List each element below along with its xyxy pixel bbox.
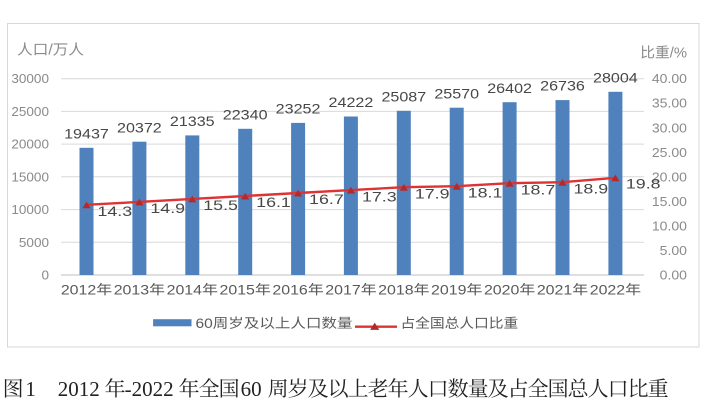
svg-text:16.7: 16.7: [309, 193, 344, 208]
svg-text:1: 1: [25, 377, 36, 401]
svg-text:/%: /%: [670, 46, 687, 62]
svg-text:35.00: 35.00: [652, 96, 687, 110]
svg-text:2022: 2022: [590, 283, 625, 298]
svg-text:2012: 2012: [61, 283, 96, 298]
svg-text:2012: 2012: [58, 377, 100, 401]
svg-text:2021: 2021: [537, 283, 572, 298]
svg-text:2018: 2018: [378, 283, 413, 298]
svg-text:5000: 5000: [19, 235, 49, 250]
svg-text:16.1: 16.1: [256, 196, 291, 211]
svg-text:19437: 19437: [64, 126, 109, 142]
svg-text:21335: 21335: [170, 114, 215, 130]
svg-text:18.1: 18.1: [468, 186, 503, 201]
svg-text:10.00: 10.00: [652, 219, 687, 233]
svg-text:2019: 2019: [431, 283, 466, 298]
svg-text:60: 60: [196, 317, 213, 332]
svg-text:18.7: 18.7: [521, 183, 556, 198]
svg-text:5.00: 5.00: [660, 243, 687, 257]
svg-text:0.00: 0.00: [660, 268, 687, 282]
svg-text:40.00: 40.00: [652, 72, 687, 86]
svg-text:14.3: 14.3: [98, 205, 133, 220]
svg-text:2015: 2015: [219, 283, 254, 298]
svg-text:15.00: 15.00: [652, 194, 687, 208]
svg-text:20.00: 20.00: [652, 170, 687, 184]
svg-text:26402: 26402: [487, 81, 532, 97]
svg-text:-2022: -2022: [125, 377, 174, 401]
svg-text:25570: 25570: [434, 86, 479, 102]
svg-text:10000: 10000: [11, 202, 49, 217]
svg-text:23252: 23252: [276, 101, 321, 117]
svg-text:20000: 20000: [11, 137, 49, 152]
svg-text:17.9: 17.9: [415, 187, 450, 202]
svg-text:15.5: 15.5: [203, 199, 238, 214]
svg-text:30000: 30000: [11, 71, 49, 86]
svg-text:14.9: 14.9: [150, 202, 185, 217]
svg-text:28004: 28004: [593, 70, 638, 86]
svg-text:25.00: 25.00: [652, 145, 687, 159]
svg-text:22340: 22340: [223, 107, 268, 123]
svg-text:25087: 25087: [381, 89, 426, 105]
svg-text:15000: 15000: [11, 170, 49, 185]
svg-text:2016: 2016: [272, 283, 307, 298]
svg-text:/: /: [48, 42, 53, 58]
svg-text:2013: 2013: [114, 283, 149, 298]
svg-text:0: 0: [41, 268, 49, 283]
svg-text:2014: 2014: [167, 283, 202, 298]
svg-text:18.9: 18.9: [574, 182, 609, 197]
svg-text:2020: 2020: [484, 283, 519, 298]
svg-text:24222: 24222: [329, 95, 374, 111]
svg-text:25000: 25000: [11, 104, 49, 119]
svg-text:30.00: 30.00: [652, 121, 687, 135]
svg-text:20372: 20372: [117, 120, 162, 136]
svg-text:60: 60: [241, 377, 262, 401]
svg-text:26736: 26736: [540, 79, 585, 95]
svg-text:19.8: 19.8: [626, 177, 661, 192]
svg-text:2017: 2017: [325, 283, 360, 298]
svg-text:17.3: 17.3: [362, 190, 397, 205]
